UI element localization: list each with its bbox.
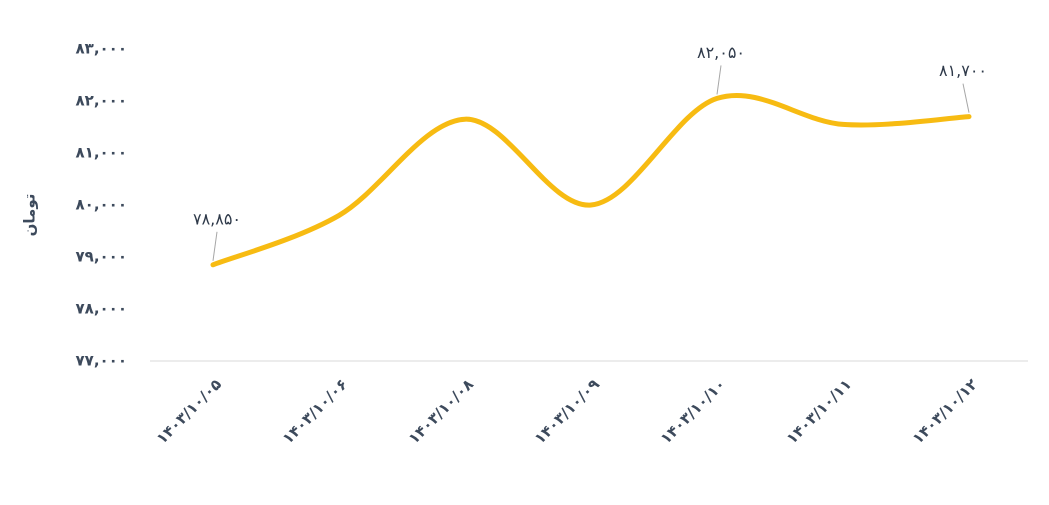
y-tick-label: ۸۱,۰۰۰ [76,144,127,162]
x-tick-label: ۱۴۰۳/۱۰/۰۹ [531,375,603,447]
x-tick-label: ۱۴۰۳/۱۰/۰۸ [405,375,477,447]
y-tick-label: ۸۲,۰۰۰ [76,92,127,110]
data-label: ۷۸,۸۵۰ [193,209,241,228]
y-tick-label: ۸۰,۰۰۰ [76,196,127,214]
data-label: ۸۱,۷۰۰ [939,61,987,80]
leader-line [716,65,722,95]
y-axis-title: تومان [21,194,39,237]
leader-line [212,231,218,261]
x-tick-label: ۱۴۰۳/۱۰/۰۵ [153,375,225,447]
y-tick-label: ۷۸,۰۰۰ [76,300,127,318]
x-tick-label: ۱۴۰۳/۱۰/۱۰ [657,375,729,447]
leader-line [962,83,970,113]
data-label: ۸۲,۰۵۰ [697,43,745,62]
x-tick-label: ۱۴۰۳/۱۰/۱۱ [783,375,855,447]
y-tick-label: ۸۳,۰۰۰ [76,40,127,58]
line [210,92,972,268]
y-tick-label: ۷۷,۰۰۰ [76,352,127,370]
y-tick-label: ۷۹,۰۰۰ [76,248,127,266]
x-tick-label: ۱۴۰۳/۱۰/۰۶ [279,375,351,447]
x-tick-label: ۱۴۰۳/۱۰/۱۲ [909,375,981,447]
